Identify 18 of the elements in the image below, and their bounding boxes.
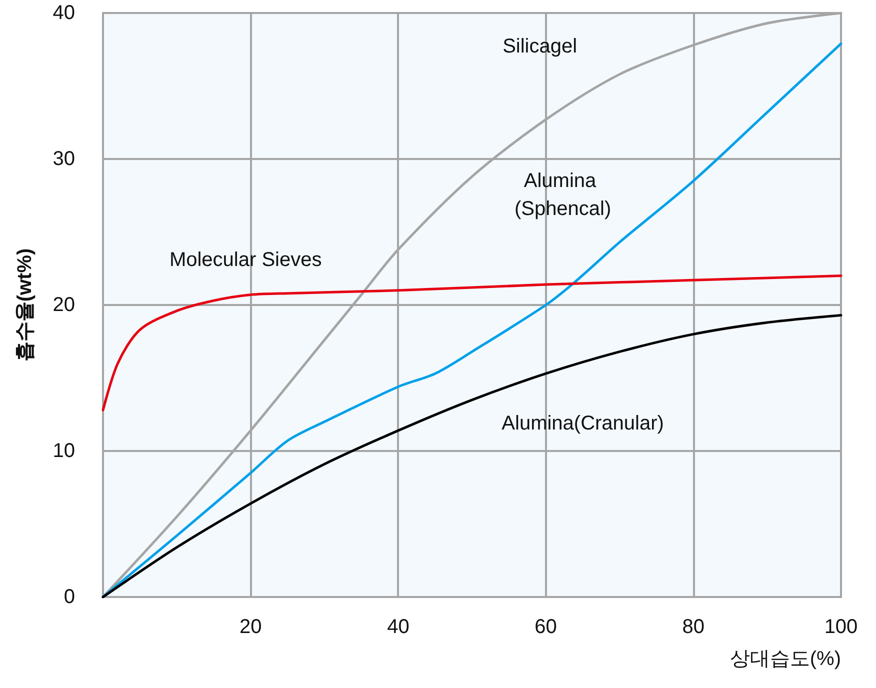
- x-axis-title: 상대습도(%): [730, 648, 841, 670]
- y-tick-label: 40: [52, 2, 75, 24]
- series-label: Silicagel: [502, 36, 578, 58]
- x-tick-label: 80: [682, 616, 705, 638]
- line-series: [102, 274, 842, 412]
- y-tick-label: 30: [52, 148, 75, 170]
- x-tick-label: 60: [534, 616, 557, 638]
- x-tick-label: 20: [239, 616, 262, 638]
- line-series: [102, 314, 842, 598]
- x-tick-label: 40: [387, 616, 410, 638]
- y-tick-label: 20: [52, 294, 75, 316]
- y-tick-label: 0: [64, 586, 75, 608]
- y-tick-label: 10: [52, 440, 75, 462]
- series-label: Alumina (Sphencal): [514, 170, 612, 220]
- y-axis-title: 흡수율(wt%): [14, 248, 36, 362]
- series-label: Alumina(Cranular): [502, 412, 664, 435]
- x-tick-label: 100: [824, 616, 858, 638]
- series-label: Molecular Sieves: [169, 248, 322, 271]
